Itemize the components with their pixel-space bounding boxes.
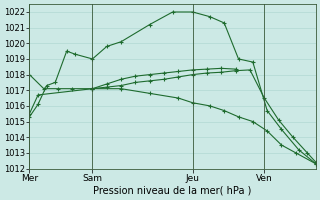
X-axis label: Pression niveau de la mer( hPa ): Pression niveau de la mer( hPa ) (93, 186, 252, 196)
